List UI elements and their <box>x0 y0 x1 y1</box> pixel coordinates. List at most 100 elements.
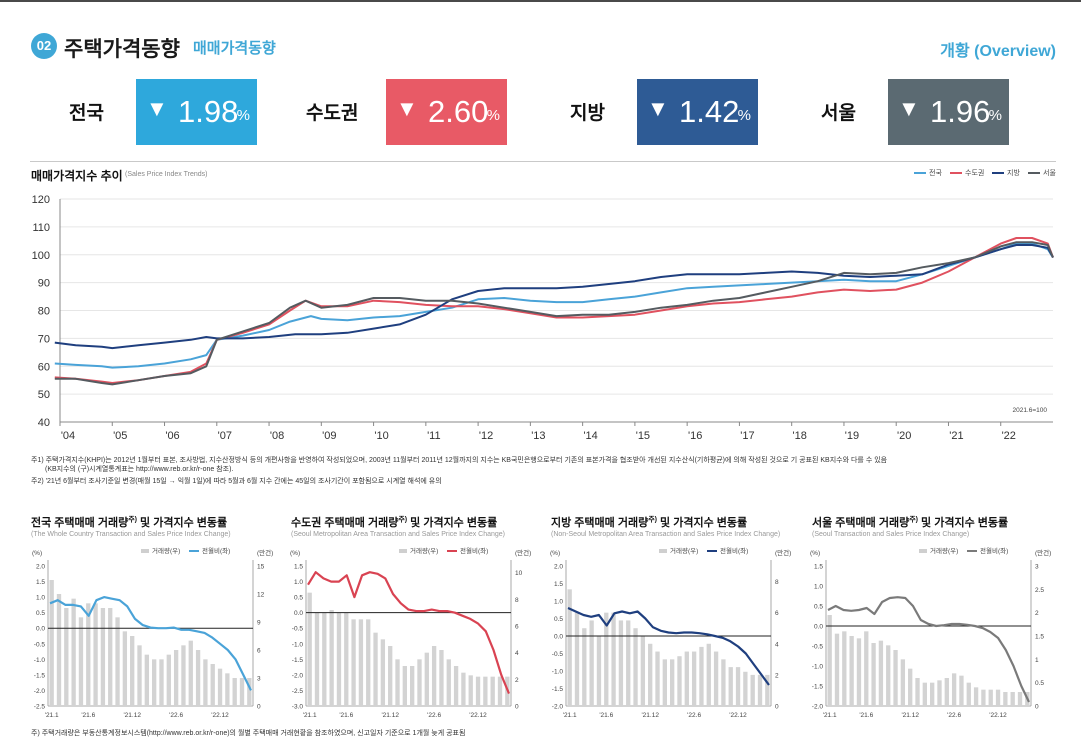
left-tick-label: 1.5 <box>36 579 45 586</box>
down-arrow-icon: ▼ <box>647 96 669 121</box>
x-tick-label: '22.6 <box>169 712 183 719</box>
legend-item-national: 전국 <box>914 168 942 178</box>
left-unit: (%) <box>550 550 560 557</box>
legend-label-bar: 거래량(우) <box>670 546 698 555</box>
volume-bar <box>959 675 964 706</box>
volume-bar <box>988 689 993 706</box>
volume-bar <box>670 659 675 706</box>
note-2: 주2) '21년 6월부터 조사기준일 변경(매월 15일 → 익월 1일)에 … <box>31 478 442 485</box>
title-sup: 주) <box>398 516 408 524</box>
left-tick-label: 0.5 <box>814 604 823 611</box>
right-tick-label: 6 <box>515 624 519 631</box>
volume-bar <box>71 598 76 706</box>
down-arrow-icon: ▼ <box>396 96 418 121</box>
left-tick-label: -0.5 <box>812 644 824 651</box>
legend-swatch <box>914 172 926 175</box>
left-tick-label: 1.5 <box>814 564 823 571</box>
volume-bar <box>640 636 646 706</box>
volume-bar <box>871 643 876 706</box>
volume-bar <box>497 676 503 706</box>
left-tick-label: -0.5 <box>552 651 564 658</box>
right-tick-label: 12 <box>257 592 265 599</box>
volume-bar <box>922 682 927 706</box>
legend-label-line: 전월비(좌) <box>460 546 488 555</box>
volume-bar <box>750 674 755 706</box>
volume-bar <box>849 636 854 706</box>
left-tick-label: -2.0 <box>292 672 304 679</box>
left-tick-label: 1.0 <box>36 595 45 602</box>
small-chart-regional: (%) (만건) 거래량(우) 전월비(좌) -2.0 -1.5 -1.0 -0.5 0.0 0.… <box>550 546 791 719</box>
volume-bar <box>582 628 587 706</box>
volume-bar <box>966 682 971 706</box>
volume-bar <box>366 619 371 706</box>
x-tick-label: '19 <box>845 430 859 442</box>
volume-bar <box>351 619 356 706</box>
x-tick-label: '15 <box>636 430 650 442</box>
kpi-value: 2.60 <box>428 94 489 129</box>
right-tick-label: 0 <box>1035 704 1039 711</box>
x-tick-label: '05 <box>113 430 127 442</box>
section-number-badge: 02 <box>31 33 57 59</box>
volume-bar <box>864 631 869 706</box>
right-tick-label: 0 <box>515 704 519 711</box>
left-tick-label: -2.5 <box>292 688 304 695</box>
title-sup: 주) <box>648 516 657 524</box>
volume-bar <box>908 668 913 706</box>
x-tick-label: '22.12 <box>729 712 747 719</box>
legend-label-bar: 거래량(우) <box>410 546 438 555</box>
legend-item-seoul: 서울 <box>1028 168 1056 178</box>
volume-bar <box>225 673 230 706</box>
down-arrow-icon: ▼ <box>146 96 168 121</box>
x-tick-label: '11 <box>427 430 441 442</box>
volume-bar <box>728 667 733 706</box>
x-tick-label: '20 <box>897 430 911 442</box>
volume-bar <box>203 659 208 706</box>
title-sup: 주) <box>128 516 137 524</box>
y-tick-label: 110 <box>32 222 50 234</box>
volume-bar <box>995 689 1001 706</box>
volume-bar <box>122 631 128 706</box>
volume-bar <box>78 617 84 706</box>
small-chart-title-regional: 지방 주택매매 거래량주) 및 가격지수 변동률 <box>551 514 747 530</box>
y-tick-label: 40 <box>38 417 50 429</box>
section-subtitle: 매매가격동향 <box>193 40 276 57</box>
left-tick-label: 1.0 <box>294 579 303 586</box>
volume-bar <box>856 638 862 706</box>
left-tick-label: -2.0 <box>34 688 46 695</box>
x-tick-label: '21.12 <box>381 712 399 719</box>
volume-bar <box>210 664 215 706</box>
right-tick-label: 3 <box>257 676 261 683</box>
volume-bar <box>713 651 719 706</box>
x-tick-label: '21.6 <box>599 712 613 719</box>
volume-bar <box>1003 692 1008 706</box>
left-unit: (%) <box>810 550 820 557</box>
volume-bar <box>743 671 748 706</box>
volume-bar <box>402 666 407 706</box>
right-tick-label: 3 <box>1035 564 1039 571</box>
right-tick-label: 6 <box>257 648 261 655</box>
volume-bar <box>358 619 364 706</box>
volume-bar <box>159 659 164 706</box>
volume-bar <box>483 676 488 706</box>
volume-bar <box>247 678 252 706</box>
volume-bar <box>490 676 495 706</box>
kpi-unit: % <box>988 107 1002 124</box>
left-tick-label: -1.0 <box>552 669 564 676</box>
kpi-box-capital: ▼ 2.60 % <box>386 79 507 145</box>
left-tick-label: -3.0 <box>292 704 304 711</box>
x-tick-label: '21.12 <box>641 712 659 719</box>
x-tick-label: '22.6 <box>427 712 441 719</box>
volume-bar <box>611 612 616 706</box>
x-tick-label: '21.12 <box>901 712 919 719</box>
x-tick-label: '22.12 <box>989 712 1007 719</box>
title-main: 전국 주택매매 거래량 <box>31 517 129 529</box>
kpi-box-national: ▼ 1.98 % <box>136 79 257 145</box>
series-line-지방 <box>54 244 1054 350</box>
change-line <box>49 596 252 691</box>
left-tick-label: -2.0 <box>812 704 824 711</box>
volume-bar <box>567 589 572 706</box>
x-tick-label: '08 <box>270 430 284 442</box>
left-tick-label: -1.0 <box>34 657 46 664</box>
volume-bar <box>662 659 667 706</box>
volume-bar <box>878 640 884 706</box>
